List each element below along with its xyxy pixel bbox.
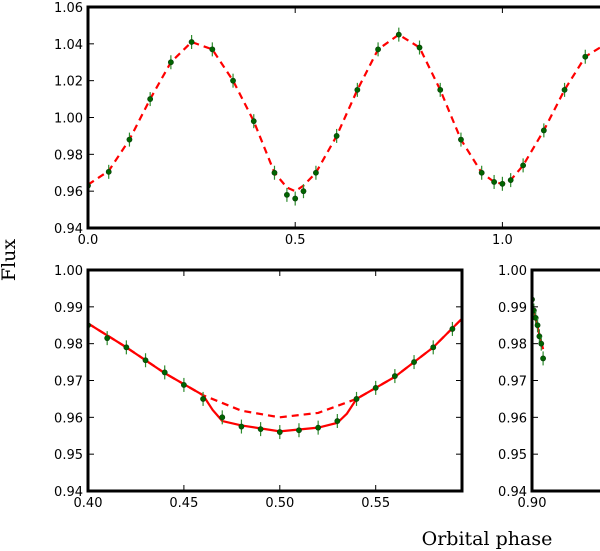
y-tick-label: 0.99 <box>498 301 527 316</box>
data-point <box>449 326 456 332</box>
x-tick-label: 0.45 <box>169 496 198 511</box>
y-tick-label: 0.97 <box>498 375 527 390</box>
y-tick-label: 0.98 <box>54 148 83 163</box>
bottom-left-panel: 0.94 0.95 0.96 0.97 0.98 0.99 1.00 0.40 0.45 0.50… <box>54 264 464 511</box>
bottom-right-panel: 0.94 0.95 0.96 0.97 0.98 0.99 1.00 0.90 <box>498 264 600 511</box>
data-point <box>250 118 257 125</box>
data-point <box>147 96 154 102</box>
data-point <box>167 59 174 66</box>
x-tick-label: 0.0 <box>78 233 99 248</box>
data-point <box>209 46 216 53</box>
data-point <box>375 46 381 53</box>
y-tick-label: 1.00 <box>54 112 83 127</box>
y-axis-label: Flux <box>0 239 20 281</box>
data-point <box>284 191 290 198</box>
y-tick-label: 0.94 <box>498 485 527 500</box>
data-point <box>391 373 398 379</box>
data-point <box>292 195 299 202</box>
y-tick-label: 0.98 <box>498 338 527 353</box>
data-point <box>437 86 444 93</box>
data-point <box>126 136 133 143</box>
y-tick-label: 1.00 <box>54 264 83 279</box>
data-point <box>411 359 417 365</box>
x-axis-label: Orbital phase <box>422 528 553 550</box>
data-point <box>561 86 568 93</box>
data-point <box>354 86 361 93</box>
data-point <box>300 188 307 195</box>
data-point <box>540 355 546 362</box>
data-point <box>540 127 547 134</box>
bottom-right-axes-frame <box>530 268 600 493</box>
data-point <box>334 418 341 424</box>
y-tick-label: 0.99 <box>54 301 83 316</box>
data-point <box>430 344 437 351</box>
y-tick-label: 0.94 <box>54 222 83 237</box>
y-tick-label: 0.94 <box>54 485 83 500</box>
x-tick-label: 0.90 <box>518 496 547 511</box>
data-point <box>271 169 278 176</box>
data-point <box>315 424 322 431</box>
y-tick-label: 0.96 <box>54 185 83 200</box>
y-tick-label: 0.95 <box>54 448 83 463</box>
top-model-line <box>88 33 600 193</box>
data-point <box>372 384 379 391</box>
bottom-left-plot-area <box>88 317 462 440</box>
data-point <box>142 357 149 364</box>
data-point <box>105 168 112 175</box>
x-tick-label: 0.5 <box>285 233 306 248</box>
data-point <box>499 180 506 187</box>
bottom-left-data-series <box>88 318 456 440</box>
y-tick-label: 0.97 <box>54 375 83 390</box>
data-point <box>520 162 527 169</box>
data-point <box>161 369 168 376</box>
data-point <box>200 396 206 402</box>
data-point <box>188 39 195 45</box>
bottom-left-model-eclipse-line <box>88 317 462 433</box>
x-tick-label: 0.50 <box>265 496 294 511</box>
top-panel: 0.94 0.96 0.98 1.00 1.02 1.04 1.06 0.0 0.5 1.0 <box>54 1 600 248</box>
x-tick-label: 1.0 <box>492 233 513 248</box>
data-point <box>416 44 423 51</box>
y-tick-label: 1.06 <box>54 1 83 16</box>
data-point <box>104 335 111 342</box>
data-point <box>296 427 302 434</box>
x-tick-label: 0.55 <box>361 496 390 511</box>
y-tick-label: 1.00 <box>498 264 527 279</box>
data-point <box>582 53 589 60</box>
data-point <box>219 414 226 421</box>
data-point <box>313 169 319 176</box>
x-tick-label: 0.40 <box>74 496 103 511</box>
data-point <box>458 136 464 143</box>
data-point <box>276 429 283 435</box>
data-point <box>538 340 545 347</box>
data-point <box>478 169 485 176</box>
top-plot-area <box>88 27 600 206</box>
y-tick-label: 1.04 <box>54 38 83 53</box>
top-data-series <box>88 27 589 206</box>
data-point <box>123 344 130 351</box>
y-tick-label: 0.96 <box>498 411 527 426</box>
bottom-left-axes-frame <box>86 268 464 493</box>
y-tick-label: 0.95 <box>498 448 527 463</box>
data-point <box>353 396 360 402</box>
data-point <box>333 133 340 139</box>
data-point <box>491 179 498 185</box>
data-point <box>180 382 187 388</box>
y-tick-label: 0.98 <box>54 338 83 353</box>
data-point <box>534 322 541 329</box>
data-point <box>395 31 402 38</box>
data-point <box>507 177 514 184</box>
data-point <box>257 426 264 433</box>
y-tick-label: 1.02 <box>54 75 83 90</box>
y-tick-label: 0.96 <box>54 411 83 426</box>
data-point <box>230 77 236 84</box>
data-point <box>238 423 245 430</box>
